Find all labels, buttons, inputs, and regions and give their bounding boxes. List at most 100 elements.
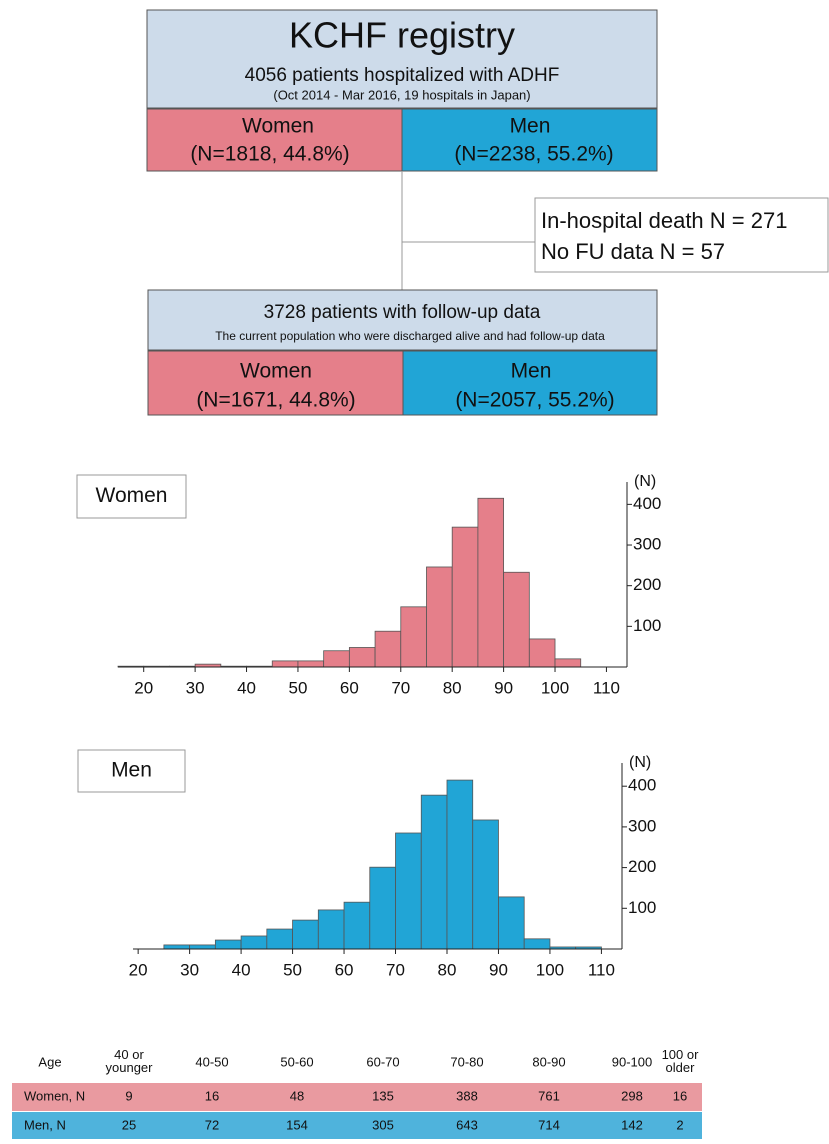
- exclusion-item: In-hospital death N = 271: [541, 208, 787, 233]
- bar: [528, 638, 556, 668]
- women-n: (N=1818, 44.8%): [190, 143, 349, 166]
- bar: [240, 935, 268, 950]
- bar: [297, 660, 325, 668]
- bar: [292, 919, 319, 950]
- table-header: 40-50: [195, 1054, 228, 1069]
- bar: [554, 658, 582, 668]
- y-tick-label: 400: [628, 776, 656, 795]
- fu-women-box: [147, 350, 404, 416]
- flow-note: (Oct 2014 - Mar 2016, 19 hospitals in Ja…: [273, 87, 530, 102]
- y-tick-label: 200: [633, 575, 661, 594]
- bar: [369, 866, 396, 950]
- table-cell: 135: [372, 1088, 394, 1103]
- table-cell: 298: [621, 1088, 643, 1103]
- x-tick-label: 20: [129, 960, 148, 979]
- table-cell: 72: [205, 1117, 219, 1132]
- fu-men-label: Men: [511, 360, 552, 383]
- panel-label: Men: [111, 759, 152, 782]
- flow-subtitle: 4056 patients hospitalized with ADHF: [245, 65, 560, 86]
- x-tick-label: 60: [335, 960, 354, 979]
- table-header: 80-90: [532, 1054, 565, 1069]
- table-header-line: 40 or: [114, 1047, 144, 1062]
- panel-label: Women: [96, 484, 168, 507]
- bar: [446, 779, 474, 950]
- bar: [400, 606, 427, 668]
- x-tick-label: 40: [232, 960, 251, 979]
- panel-label-box: [76, 474, 187, 519]
- y-tick-label: 100: [633, 616, 661, 635]
- panel-label-box: [77, 749, 186, 793]
- table-cell: 25: [122, 1117, 136, 1132]
- exclusion-item: No FU data N = 57: [541, 239, 725, 264]
- table-header: 60-70: [366, 1054, 399, 1069]
- bar: [343, 901, 371, 950]
- y-tick-label: 400: [633, 494, 661, 513]
- followup-note: The current population who were discharg…: [215, 329, 605, 343]
- bar: [426, 566, 453, 668]
- followup-title: 3728 patients with follow-up data: [264, 302, 541, 323]
- x-tick-label: 110: [588, 960, 615, 979]
- x-tick-label: 50: [288, 678, 307, 697]
- bar: [271, 660, 299, 668]
- bar: [189, 944, 216, 950]
- x-tick-label: 80: [438, 960, 457, 979]
- bar: [348, 647, 376, 668]
- x-tick-label: 100: [536, 960, 564, 979]
- table-cell: 16: [205, 1088, 219, 1103]
- bar: [477, 497, 505, 668]
- table-cell: 48: [290, 1088, 304, 1103]
- table-cell: 388: [456, 1088, 478, 1103]
- bar: [317, 909, 345, 950]
- men-n: (N=2238, 55.2%): [454, 143, 613, 166]
- bar: [374, 630, 402, 668]
- x-tick-label: 40: [237, 678, 256, 697]
- x-tick-label: 100: [541, 678, 569, 697]
- bar: [395, 832, 422, 950]
- table-cell: 16: [673, 1088, 687, 1103]
- table-cell: 643: [456, 1117, 478, 1132]
- x-tick-label: 90: [489, 960, 508, 979]
- y-axis-label: (N): [629, 754, 651, 771]
- exclusion-box: [534, 197, 829, 273]
- table-header: 100 or older: [662, 1047, 700, 1075]
- bar: [523, 938, 551, 950]
- bar: [503, 571, 530, 668]
- table-cell: 714: [538, 1117, 560, 1132]
- followup-box: [147, 289, 658, 351]
- table-cell: 9: [125, 1088, 132, 1103]
- table-header: 40 or younger: [106, 1047, 154, 1075]
- table-row: [12, 1083, 702, 1111]
- x-tick-label: 80: [443, 678, 462, 697]
- bar: [420, 794, 448, 950]
- y-tick-label: 300: [628, 816, 656, 835]
- bar: [451, 526, 479, 668]
- table-header-line: 100 or: [662, 1047, 700, 1062]
- table-header: 50-60: [280, 1054, 313, 1069]
- fu-women-label: Women: [240, 360, 312, 383]
- x-tick-label: 50: [283, 960, 302, 979]
- table-cell: 142: [621, 1117, 643, 1132]
- table-header-line: younger: [106, 1060, 154, 1075]
- bar: [214, 939, 242, 950]
- x-tick-label: 20: [134, 678, 153, 697]
- women-box: [146, 108, 403, 172]
- x-tick-label: 90: [494, 678, 513, 697]
- x-tick-label: 30: [186, 678, 205, 697]
- table-cell: 305: [372, 1117, 394, 1132]
- y-tick-label: 200: [628, 857, 656, 876]
- x-tick-label: 60: [340, 678, 359, 697]
- men-box: [401, 108, 658, 172]
- x-tick-label: 70: [386, 960, 405, 979]
- bar: [163, 944, 191, 950]
- table-cell: Women, N: [24, 1088, 85, 1103]
- y-axis-label: (N): [634, 473, 656, 490]
- women-label: Women: [242, 115, 314, 138]
- y-tick-label: 300: [633, 535, 661, 554]
- table-cell: 761: [538, 1088, 560, 1103]
- fu-women-n: (N=1671, 44.8%): [196, 389, 355, 412]
- x-tick-label: 110: [593, 678, 620, 697]
- table-header: Age: [38, 1054, 61, 1069]
- table-cell: Men, N: [24, 1117, 66, 1132]
- fu-men-n: (N=2057, 55.2%): [455, 389, 614, 412]
- bar: [472, 819, 499, 950]
